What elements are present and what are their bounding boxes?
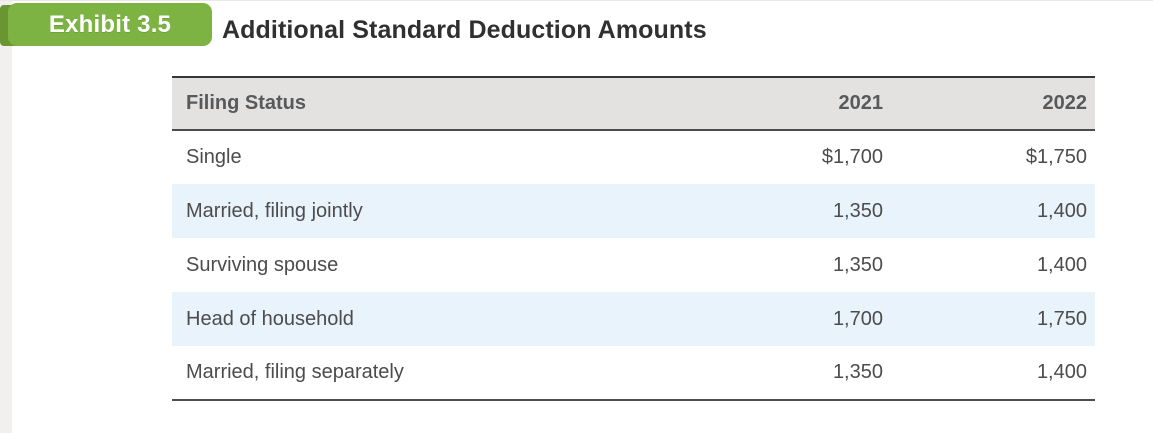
cell-2021: 1,350 xyxy=(832,361,883,383)
table-row-married-separately: Married, filing separately 1,350 1,400 xyxy=(172,346,1095,400)
cell-2021: $1,700 xyxy=(821,146,883,168)
table-header-row: Filing Status 2021 2022 xyxy=(172,77,1095,131)
col-header-2021: 2021 xyxy=(691,77,891,131)
table-row-single: Single $1,700 $1,750 xyxy=(172,130,1095,184)
cell-2021: 1,700 xyxy=(832,307,883,330)
deduction-table-container: Filing Status 2021 2022 Single $1,700 $1… xyxy=(172,76,1095,401)
page-title: Additional Standard Deduction Amounts xyxy=(222,16,707,44)
exhibit-badge: Exhibit 3.5 xyxy=(8,3,212,46)
col-header-2022: 2022 xyxy=(891,77,1095,131)
cell-2022: $1,750 xyxy=(1025,146,1087,168)
table-row-surviving-spouse: Surviving spouse 1,350 1,400 xyxy=(172,238,1095,292)
table-row-head-of-household: Head of household 1,700 1,750 xyxy=(172,292,1095,346)
exhibit-badge-label: Exhibit 3.5 xyxy=(48,10,172,38)
cell-filing-status: Married, filing jointly xyxy=(186,199,363,222)
cell-2021: 1,350 xyxy=(832,199,883,222)
deduction-table: Filing Status 2021 2022 Single $1,700 $1… xyxy=(172,76,1095,401)
cell-2021: 1,350 xyxy=(832,253,883,276)
cell-filing-status: Married, filing separately xyxy=(186,361,404,383)
cell-2022: 1,400 xyxy=(1036,361,1087,383)
cell-filing-status: Single xyxy=(186,146,242,168)
page-margin-bar xyxy=(0,1,12,433)
table-row-married-jointly: Married, filing jointly 1,350 1,400 xyxy=(172,184,1095,238)
cell-filing-status: Surviving spouse xyxy=(186,253,339,276)
cell-2022: 1,400 xyxy=(1036,199,1087,222)
cell-2022: 1,400 xyxy=(1036,253,1087,276)
cell-filing-status: Head of household xyxy=(186,307,354,330)
cell-2022: 1,750 xyxy=(1036,307,1087,330)
col-header-filing-status: Filing Status xyxy=(172,77,691,131)
